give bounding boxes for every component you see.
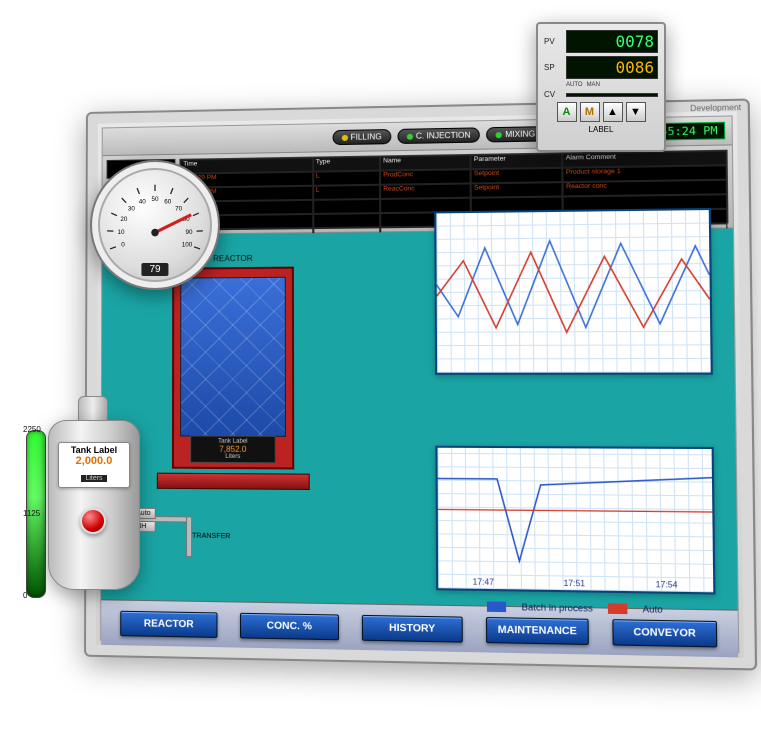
man-indicator: MAN [587, 82, 600, 88]
reactor-zone: REACTOR Tank Label 7,852.0 Liters TRANSF… [131, 253, 335, 590]
sp-display: 0086 [566, 56, 658, 79]
svg-text:90: 90 [185, 229, 193, 236]
svg-text:50: 50 [151, 196, 159, 203]
trend-chart-top[interactable] [434, 208, 713, 375]
nav-button[interactable]: MAINTENANCE [486, 616, 589, 644]
svg-text:60: 60 [164, 199, 172, 206]
trend-chart-bottom[interactable]: 17:47 17:51 17:54 Batch in process Auto [435, 446, 715, 595]
auto-indicator: AUTO [566, 82, 583, 88]
reactor-tank-readout: Tank Label 7,852.0 Liters [190, 435, 276, 463]
auto-mode-button[interactable]: A [557, 102, 577, 122]
transfer-label: TRANSFER [192, 533, 230, 541]
nav-button[interactable]: HISTORY [362, 614, 463, 642]
nav-button[interactable]: CONVEYOR [612, 619, 717, 647]
pid-label: LABEL [544, 125, 658, 134]
svg-text:30: 30 [128, 206, 136, 213]
reactor-vessel[interactable]: Tank Label 7,852.0 Liters [172, 267, 294, 470]
cv-display [566, 93, 658, 97]
alarm-bell-icon[interactable] [80, 508, 106, 534]
pv-display: 0078 [566, 30, 658, 53]
svg-text:70: 70 [175, 206, 183, 213]
svg-text:20: 20 [120, 216, 128, 223]
analog-gauge: 0102030405060708090100 79 [90, 160, 220, 290]
nav-button[interactable]: CONC. % [240, 612, 339, 639]
svg-text:0: 0 [121, 242, 125, 249]
tank-widget: 2250 1125 0 Tank Label 2,000.0 Liters [20, 390, 145, 620]
stage-button[interactable]: C. INJECTION [397, 127, 480, 144]
tank-scale: 2250 1125 0 [26, 430, 46, 598]
pid-controller: PV 0078 SP 0086 AUTO MAN CV A M ▲ ▼ LABE… [536, 22, 666, 152]
env-label: Development [690, 103, 741, 113]
svg-text:10: 10 [117, 229, 125, 236]
increment-button[interactable]: ▲ [603, 102, 623, 122]
svg-text:40: 40 [139, 199, 147, 206]
svg-text:100: 100 [182, 242, 193, 249]
tank-readout: Tank Label 2,000.0 Liters [58, 442, 130, 488]
stage-button[interactable]: FILLING [332, 129, 391, 145]
gauge-value: 79 [141, 263, 168, 276]
decrement-button[interactable]: ▼ [626, 102, 646, 122]
cv-label: CV [544, 90, 562, 99]
sp-label: SP [544, 63, 562, 72]
manual-mode-button[interactable]: M [580, 102, 600, 122]
pv-label: PV [544, 37, 562, 46]
